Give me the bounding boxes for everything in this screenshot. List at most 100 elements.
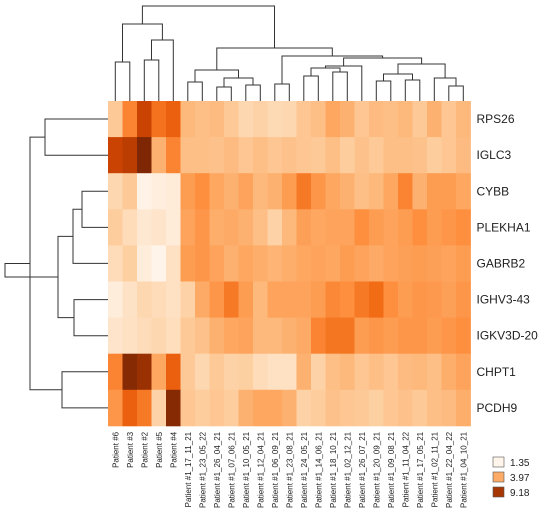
row-label: PCDH9	[477, 401, 518, 415]
heatmap-cell	[456, 209, 471, 246]
dendrogram-link	[114, 61, 131, 101]
heatmap-cell	[412, 209, 428, 246]
heatmap-cell	[238, 353, 254, 391]
column-dendrogram	[114, 5, 464, 101]
heatmap-cell	[325, 173, 341, 210]
column-label: Patient #1_17_05_21	[416, 431, 425, 508]
heatmap-cell	[456, 137, 471, 174]
heatmap-cell	[224, 173, 239, 210]
heatmap-cell	[151, 101, 167, 138]
heatmap-cell	[108, 353, 123, 391]
heatmap-cell	[151, 245, 167, 282]
heatmap-cell	[398, 173, 413, 210]
dendrogram-link	[325, 65, 363, 101]
heatmap-cell	[166, 317, 181, 355]
heatmap-cell	[456, 389, 471, 427]
heatmap-cell	[325, 281, 341, 318]
heatmap-cell	[340, 101, 355, 138]
heatmap-cell	[166, 245, 181, 282]
column-label: Patient #1_12_04_21	[256, 431, 265, 508]
heatmap-cell	[441, 281, 457, 318]
heatmap-cell	[412, 101, 428, 138]
heatmap-cell	[456, 353, 471, 391]
heatmap-cell	[195, 245, 210, 282]
heatmap-cell	[267, 101, 283, 138]
heatmap-cell	[151, 137, 167, 174]
heatmap-cell	[166, 389, 181, 427]
heatmap-cell	[151, 353, 167, 391]
legend-swatch	[492, 471, 505, 483]
heatmap-cell	[209, 173, 225, 210]
column-label: Patient #1_18_10_21	[329, 431, 338, 508]
heatmap-cell	[296, 389, 312, 427]
heatmap-cell	[325, 101, 341, 138]
heatmap-cell	[122, 281, 138, 318]
heatmap-cell	[108, 173, 123, 210]
dendrogram-link	[274, 83, 290, 101]
heatmap-cell	[238, 281, 254, 318]
heatmap-cell	[354, 317, 370, 355]
heatmap-cell	[282, 173, 297, 210]
heatmap-cell	[224, 101, 239, 138]
heatmap-cell	[383, 173, 399, 210]
heatmap-cell	[296, 317, 312, 355]
heatmap-cell	[383, 101, 399, 138]
heatmap-cell	[456, 281, 471, 318]
heatmap-cell	[398, 389, 413, 427]
heatmap-cell	[325, 245, 341, 282]
heatmap-cell	[398, 353, 413, 391]
dendrogram-link	[143, 59, 160, 101]
heatmap-cell	[369, 173, 384, 210]
dendrogram-link	[73, 299, 108, 337]
column-label: Patient #1_20_09_21	[372, 431, 381, 508]
heatmap-cell	[195, 137, 210, 174]
heatmap-cell	[238, 209, 254, 246]
dendrogram-link	[216, 86, 232, 101]
heatmap-cell	[238, 317, 254, 355]
heatmap-cell	[427, 389, 442, 427]
heatmap-cell	[412, 245, 428, 282]
heatmap-cell	[166, 137, 181, 174]
heatmap-cell	[441, 101, 457, 138]
heatmap-cell	[383, 317, 399, 355]
heatmap-cell	[441, 317, 457, 355]
legend-label: 1.35	[510, 458, 530, 469]
legend-label: 9.18	[510, 488, 530, 499]
heatmap-cell	[253, 389, 268, 427]
heatmap-cell	[253, 137, 268, 174]
heatmap-cell	[267, 137, 283, 174]
heatmap-cell	[369, 137, 384, 174]
heatmap-cell	[122, 389, 138, 427]
heatmap-cell	[311, 137, 326, 174]
heatmap-cell	[282, 209, 297, 246]
heatmap-cell	[267, 317, 283, 355]
heatmap-cell	[267, 281, 283, 318]
heatmap-cell	[441, 245, 457, 282]
heatmap-cell	[108, 389, 123, 427]
heatmap-cell	[282, 101, 297, 138]
heatmap-cell	[137, 245, 152, 282]
heatmap-cell	[427, 173, 442, 210]
heatmap-cell	[209, 353, 225, 391]
heatmap-cell	[427, 245, 442, 282]
row-label: GABRB2	[477, 256, 526, 270]
heatmap-cell	[441, 353, 457, 391]
heatmap-cell	[325, 209, 341, 246]
heatmap-cell	[383, 281, 399, 318]
heatmap-cell	[238, 173, 254, 210]
heatmap-cell	[253, 353, 268, 391]
heatmap-cell	[195, 173, 210, 210]
heatmap-cell	[122, 353, 138, 391]
heatmap-cell	[253, 173, 268, 210]
heatmap-cell	[311, 173, 326, 210]
dendrogram-link	[223, 77, 254, 87]
column-labels: Patient #6 Patient #3 Patient #2 Patient #5…	[111, 431, 468, 508]
heatmap-cell	[427, 353, 442, 391]
heatmap-cell	[282, 389, 297, 427]
heatmap-cell	[412, 281, 428, 318]
heatmap-cell	[441, 209, 457, 246]
heatmap-cell	[195, 389, 210, 427]
column-label: Patient #1_02_11_21	[430, 431, 439, 507]
heatmap-cell	[354, 137, 370, 174]
heatmap-cell	[311, 317, 326, 355]
